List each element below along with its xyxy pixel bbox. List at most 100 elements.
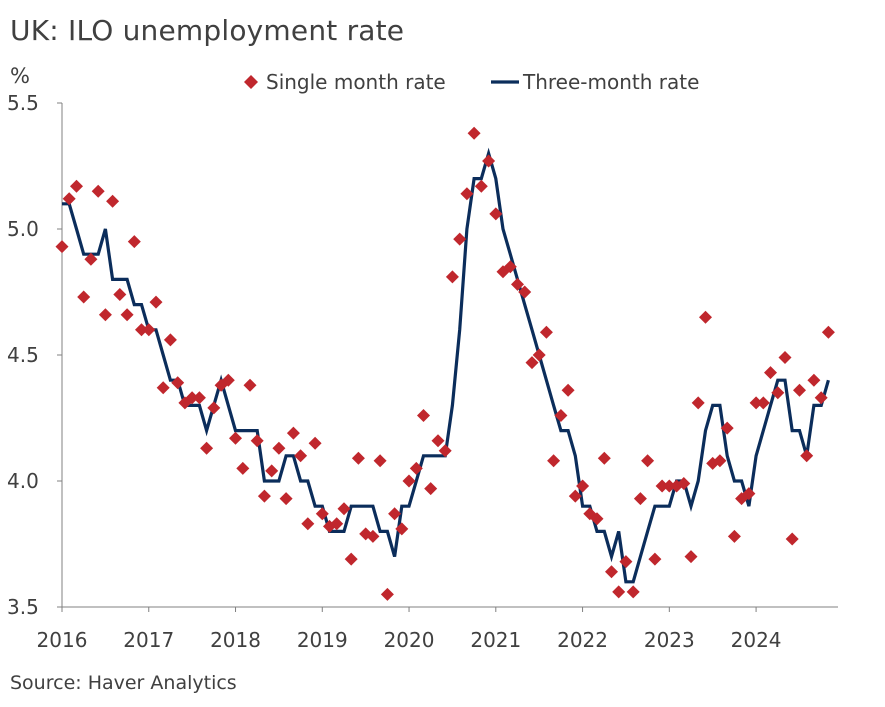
single-month-point [294,449,308,463]
single-month-point [286,426,300,440]
x-tick-label: 2019 [297,628,348,652]
x-tick-label: 2017 [123,628,174,652]
single-month-point [445,270,459,284]
x-tick-label: 2021 [470,628,521,652]
single-month-point [221,373,235,387]
single-month-point [395,522,409,536]
single-month-point [691,396,705,410]
single-month-point [163,333,177,347]
chart-title: UK: ILO unemployment rate [10,14,405,47]
single-month-point [330,517,344,531]
single-month-point [771,386,785,400]
x-tick-labels: 2016 2017 2018 2019 2020 2021 2022 2023 2024 [37,628,782,652]
single-month-point [337,502,351,516]
single-month-point [597,451,611,465]
three-month-line [62,147,830,584]
single-month-point [713,454,727,468]
single-month-point [532,348,546,362]
single-month-point [785,532,799,546]
single-month-point [351,451,365,465]
single-month-point [612,585,626,599]
x-tick-label: 2022 [557,628,608,652]
single-month-point [417,409,430,422]
single-month-point [315,507,329,521]
single-month-point [727,529,741,543]
single-month-point [460,187,474,201]
single-month-point [55,240,69,254]
single-month-point [778,351,792,364]
single-month-point [366,529,380,543]
single-month-point [467,126,481,140]
single-month-point [503,260,517,274]
single-month-point [106,194,120,208]
y-tick-label: 5.0 [7,217,39,241]
single-month-point [749,396,763,410]
single-month-point [192,391,206,405]
single-month-point [236,461,250,475]
single-month-point [474,179,488,193]
single-month-point [742,487,756,501]
axes [57,102,838,612]
single-month-point [568,489,582,503]
single-month-point [308,436,322,450]
single-month-point [800,449,814,463]
single-month-point [699,310,712,324]
single-month-point [257,489,271,503]
single-month-point [547,454,561,468]
single-month-point [207,401,221,415]
single-month-point [677,477,691,490]
single-month-point [641,454,655,468]
single-month-point [380,587,394,601]
single-month-point [250,434,264,448]
single-month-point [388,507,402,521]
single-month-point [200,441,214,455]
legend-single-marker [244,75,258,89]
y-axis-unit: % [10,64,30,88]
single-month-point [171,376,185,390]
single-month-point [243,378,257,392]
single-month-point [482,154,496,168]
single-month-point [814,391,828,405]
single-month-point [764,366,777,380]
single-month-point [525,356,539,370]
single-month-point [539,325,553,339]
single-month-point [127,235,141,249]
single-month-point [489,207,503,221]
single-month-point [590,512,604,526]
single-month-point [756,396,770,410]
single-month-point [431,434,445,448]
single-month-point [265,464,279,478]
single-month-series [55,126,835,601]
y-tick-label: 4.0 [7,469,39,493]
single-month-point [185,391,199,405]
x-tick-label: 2016 [37,628,88,652]
single-month-point [655,479,669,493]
legend-single-label: Single month rate [266,70,446,94]
single-month-point [576,479,590,493]
single-month-point [793,383,806,397]
legend-three-label: Three-month rate [522,70,699,94]
single-month-point [301,517,315,531]
single-month-point [91,184,105,198]
single-month-point [438,444,452,458]
single-month-point [142,323,156,337]
single-month-point [554,409,568,422]
single-month-point [84,252,98,266]
single-month-point [113,288,127,301]
single-month-point [402,474,416,488]
x-tick-label: 2024 [731,628,782,652]
single-month-point [120,308,134,322]
legend: Single month rate Three-month rate [244,70,699,94]
single-month-point [77,290,91,304]
single-month-point [518,285,532,299]
single-month-point [684,550,698,564]
single-month-point [272,441,286,455]
single-month-point [511,277,524,291]
single-month-point [626,585,640,599]
single-month-point [605,565,618,579]
source-note: Source: Haver Analytics [10,672,237,694]
single-month-point [70,179,83,193]
single-month-point [662,479,676,493]
single-month-point [633,492,647,506]
